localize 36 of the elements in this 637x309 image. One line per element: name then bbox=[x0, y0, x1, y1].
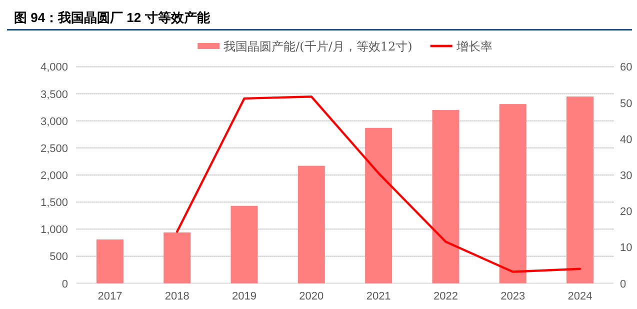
line-series bbox=[176, 96, 582, 273]
y-tick-label: 4,000 bbox=[40, 62, 68, 74]
bar bbox=[96, 239, 124, 284]
legend-label: 我国晶圆产能/(千片/月，等效12寸) bbox=[224, 40, 412, 54]
y-tick-label: 500 bbox=[50, 251, 68, 264]
x-tick-label: 2020 bbox=[299, 290, 324, 302]
bar bbox=[365, 128, 392, 284]
x-tick-label: 2018 bbox=[164, 290, 190, 302]
x-tick-label: 2017 bbox=[98, 290, 122, 302]
bar bbox=[230, 206, 258, 284]
y2-tick-label: 0 bbox=[620, 278, 626, 290]
y-tick-label: 2,500 bbox=[40, 142, 68, 155]
y-tick-label: 1,000 bbox=[40, 224, 68, 236]
y-tick-label: 3,000 bbox=[40, 116, 68, 128]
bar bbox=[566, 96, 594, 284]
y2-tick-label: 10 bbox=[620, 242, 632, 254]
x-tick-label: 2024 bbox=[568, 290, 592, 302]
y-tick-label: 3,500 bbox=[40, 88, 68, 101]
x-tick-label: 2023 bbox=[500, 290, 526, 302]
y2-tick-label: 40 bbox=[620, 134, 632, 146]
bar bbox=[164, 232, 191, 284]
bar bbox=[432, 110, 460, 284]
chart-title: 图 94：我国晶圆厂 12 寸等效产能 bbox=[14, 10, 211, 25]
y-tick-label: 0 bbox=[62, 278, 68, 290]
y2-tick-label: 20 bbox=[620, 206, 632, 218]
y2-tick-label: 50 bbox=[620, 98, 632, 110]
bar bbox=[298, 166, 325, 284]
x-tick-label: 2022 bbox=[433, 290, 458, 302]
legend-label: 增长率 bbox=[455, 40, 492, 54]
x-tick-label: 2019 bbox=[232, 290, 257, 302]
y-tick-label: 2,000 bbox=[40, 170, 68, 182]
bar bbox=[499, 104, 526, 284]
y2-tick-label: 30 bbox=[620, 170, 632, 182]
y-tick-label: 1,500 bbox=[40, 197, 68, 210]
y2-tick-label: 60 bbox=[620, 62, 632, 74]
x-tick-label: 2021 bbox=[366, 290, 391, 302]
